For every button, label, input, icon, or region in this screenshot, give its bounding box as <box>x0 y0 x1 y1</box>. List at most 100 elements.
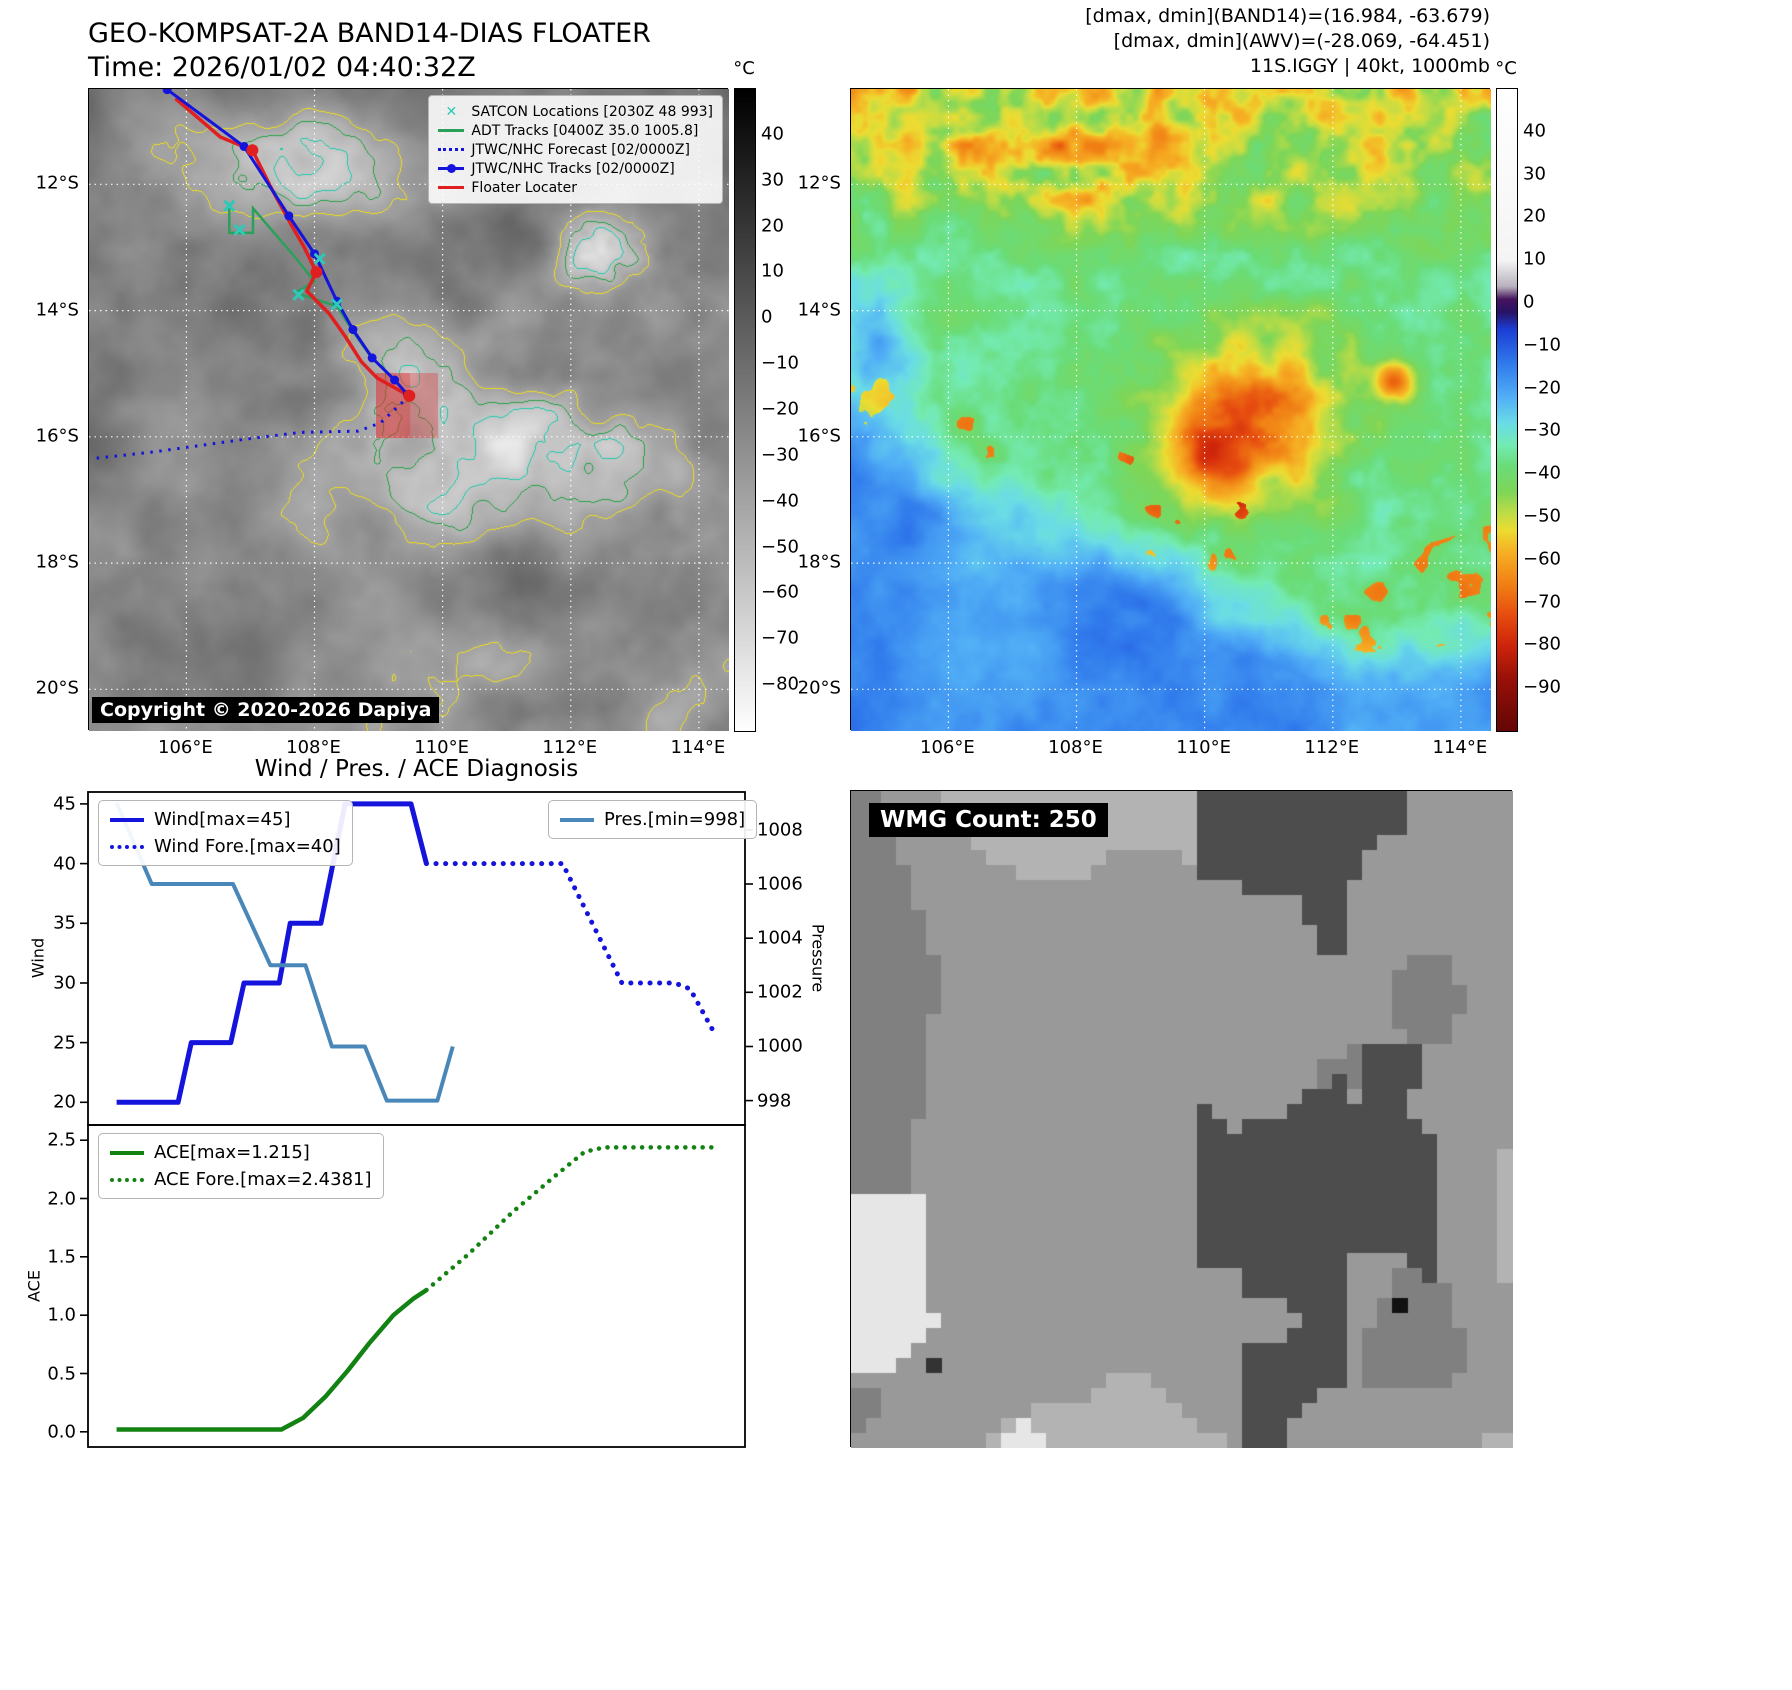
legend-label: ADT Tracks [0400Z 35.0 1005.8] <box>471 122 699 139</box>
cyan-x-swatch: ✕ <box>445 103 458 120</box>
axis-tick-label: 20 <box>53 1091 76 1113</box>
axis-tick-label: 108°E <box>286 737 341 758</box>
colorbar-tick-label: −10 <box>1523 334 1561 356</box>
axis-tick-label: 106°E <box>158 737 213 758</box>
awv-gridlines <box>851 89 1491 731</box>
axis-tick-label: 1.5 <box>47 1246 76 1268</box>
colorbar-tick-label: 10 <box>1523 248 1546 270</box>
axis-tick-label: 35 <box>53 912 76 934</box>
chart-legend: Pres.[min=998] <box>548 800 758 839</box>
colorbar-tick-label: −10 <box>761 352 799 374</box>
axis-tick-label: 106°E <box>920 737 975 758</box>
green-line-swatch <box>438 129 465 132</box>
axis-tick-label: 110°E <box>414 737 469 758</box>
ace-plot <box>80 1124 746 1448</box>
legend-label: ACE[max=1.215] <box>154 1142 310 1163</box>
axis-tick-label: 114°E <box>1432 737 1488 758</box>
legend-item: ACE Fore.[max=2.4381] <box>110 1166 372 1193</box>
axis-tick-label: 20°S <box>35 677 79 699</box>
colorbar-tick-label: −30 <box>1523 419 1561 441</box>
legend-label: JTWC/NHC Tracks [02/0000Z] <box>471 160 675 177</box>
wind-axis-label: Wind <box>28 937 48 979</box>
awv-colorbar <box>1496 88 1518 732</box>
blue-dotted-line-swatch <box>438 148 465 151</box>
legend-item: Wind[max=45] <box>110 806 341 833</box>
axis-tick-label: 0.0 <box>47 1421 76 1443</box>
axis-tick-label: 1004 <box>757 927 803 949</box>
legend-label: JTWC/NHC Forecast [02/0000Z] <box>471 141 690 158</box>
colorbar-tick-label: −20 <box>1523 377 1561 399</box>
axis-tick-label: 40 <box>53 853 76 875</box>
axis-tick-label: 1000 <box>757 1035 803 1057</box>
colorbar-tick-label: 40 <box>761 123 784 145</box>
axis-tick-label: 20°S <box>797 677 841 699</box>
dmax-dmin-awv-label: [dmax, dmin](AWV)=(-28.069, -64.451) <box>1113 30 1490 52</box>
axis-tick-label: 110°E <box>1176 737 1231 758</box>
axis-tick-label: 2.0 <box>47 1188 76 1209</box>
map-legend: ✕ SATCON Locations [2030Z 48 993] ADT Trac… <box>428 95 723 204</box>
dmax-dmin-band14-label: [dmax, dmin](BAND14)=(16.984, -63.679) <box>1085 5 1490 27</box>
colorbar-tick-label: −30 <box>761 444 799 466</box>
band14-satellite-map: ✕ SATCON Locations [2030Z 48 993] ADT Trac… <box>88 88 729 731</box>
colorbar-tick-label: 10 <box>761 260 784 282</box>
colorbar-tick-label: −60 <box>1523 548 1561 570</box>
axis-tick-label: 2.5 <box>47 1129 76 1151</box>
axis-tick-label: 1002 <box>757 981 803 1003</box>
chart-legend: Wind[max=45] Wind Fore.[max=40] <box>98 800 353 866</box>
legend-label: SATCON Locations [2030Z 48 993] <box>471 103 713 120</box>
axis-tick-label: 12°S <box>35 172 79 194</box>
dotted-line-swatch <box>110 1177 144 1182</box>
ace-chart <box>80 1124 746 1448</box>
axis-tick-label: 30 <box>53 972 76 994</box>
colorbar-tick-label: −70 <box>1523 591 1561 613</box>
legend-item: JTWC/NHC Forecast [02/0000Z] <box>438 140 713 159</box>
colorbar-tick-label: −40 <box>761 490 799 512</box>
band14-floater-time: Time: 2026/01/02 04:40:32Z <box>88 52 476 83</box>
axis-tick-label: 25 <box>53 1032 76 1054</box>
axis-tick-label: 998 <box>757 1090 792 1112</box>
band14-colorbar <box>734 88 756 732</box>
axis-tick-label: 18°S <box>35 551 79 573</box>
storm-id-label: 11S.IGGY | 40kt, 1000mb <box>1249 55 1490 77</box>
legend-label: Floater Locater <box>471 179 578 196</box>
axis-tick-label: 45 <box>53 793 76 815</box>
colorbar-tick-label: −80 <box>1523 633 1561 655</box>
colorbar-tick-label: 20 <box>1523 205 1546 227</box>
awv-colorbar-unit: °C <box>1495 58 1517 79</box>
legend-item: JTWC/NHC Tracks [02/0000Z] <box>438 159 713 178</box>
axis-tick-label: 14°S <box>35 299 79 321</box>
colorbar-tick-label: 20 <box>761 215 784 237</box>
legend-item: Floater Locater <box>438 178 713 197</box>
solid-line-swatch <box>560 817 594 822</box>
axis-tick-label: 14°S <box>797 299 841 321</box>
colorbar-tick-label: −80 <box>761 673 799 695</box>
legend-label: Wind Fore.[max=40] <box>154 836 341 857</box>
colorbar-tick-label: 40 <box>1523 120 1546 142</box>
red-line-swatch <box>438 186 465 189</box>
colorbar-tick-label: −70 <box>761 627 799 649</box>
legend-label: Pres.[min=998] <box>604 809 746 830</box>
colorbar-tick-label: −40 <box>1523 462 1561 484</box>
wmg-count-label: WMG Count: 250 <box>869 803 1108 837</box>
colorbar-tick-label: −60 <box>761 581 799 603</box>
colorbar-tick-label: 0 <box>761 306 773 328</box>
colorbar-tick-label: 0 <box>1523 291 1535 313</box>
legend-item: ✕ SATCON Locations [2030Z 48 993] <box>438 102 714 121</box>
wmg-pixel-image <box>851 791 1513 1448</box>
stats-header: [dmax, dmin](BAND14)=(16.984, -63.679) [… <box>850 4 1490 79</box>
axis-tick-label: 112°E <box>1304 737 1360 758</box>
colorbar-tick-label: 30 <box>1523 163 1546 185</box>
awv-enhanced-image <box>851 89 1491 731</box>
solid-line-swatch <box>110 817 144 822</box>
axis-tick-label: 108°E <box>1048 737 1103 758</box>
awv-enhanced-map <box>850 88 1491 731</box>
band14-colorbar-unit: °C <box>733 58 755 79</box>
band14-overlay-tracks <box>89 89 729 731</box>
legend-item: Wind Fore.[max=40] <box>110 833 341 860</box>
axis-tick-label: 112°E <box>542 737 598 758</box>
colorbar-tick-label: −50 <box>761 536 799 558</box>
colorbar-tick-label: −20 <box>761 398 799 420</box>
wmg-panel: WMG Count: 250 <box>850 790 1513 1448</box>
solid-line-swatch <box>110 1150 144 1155</box>
